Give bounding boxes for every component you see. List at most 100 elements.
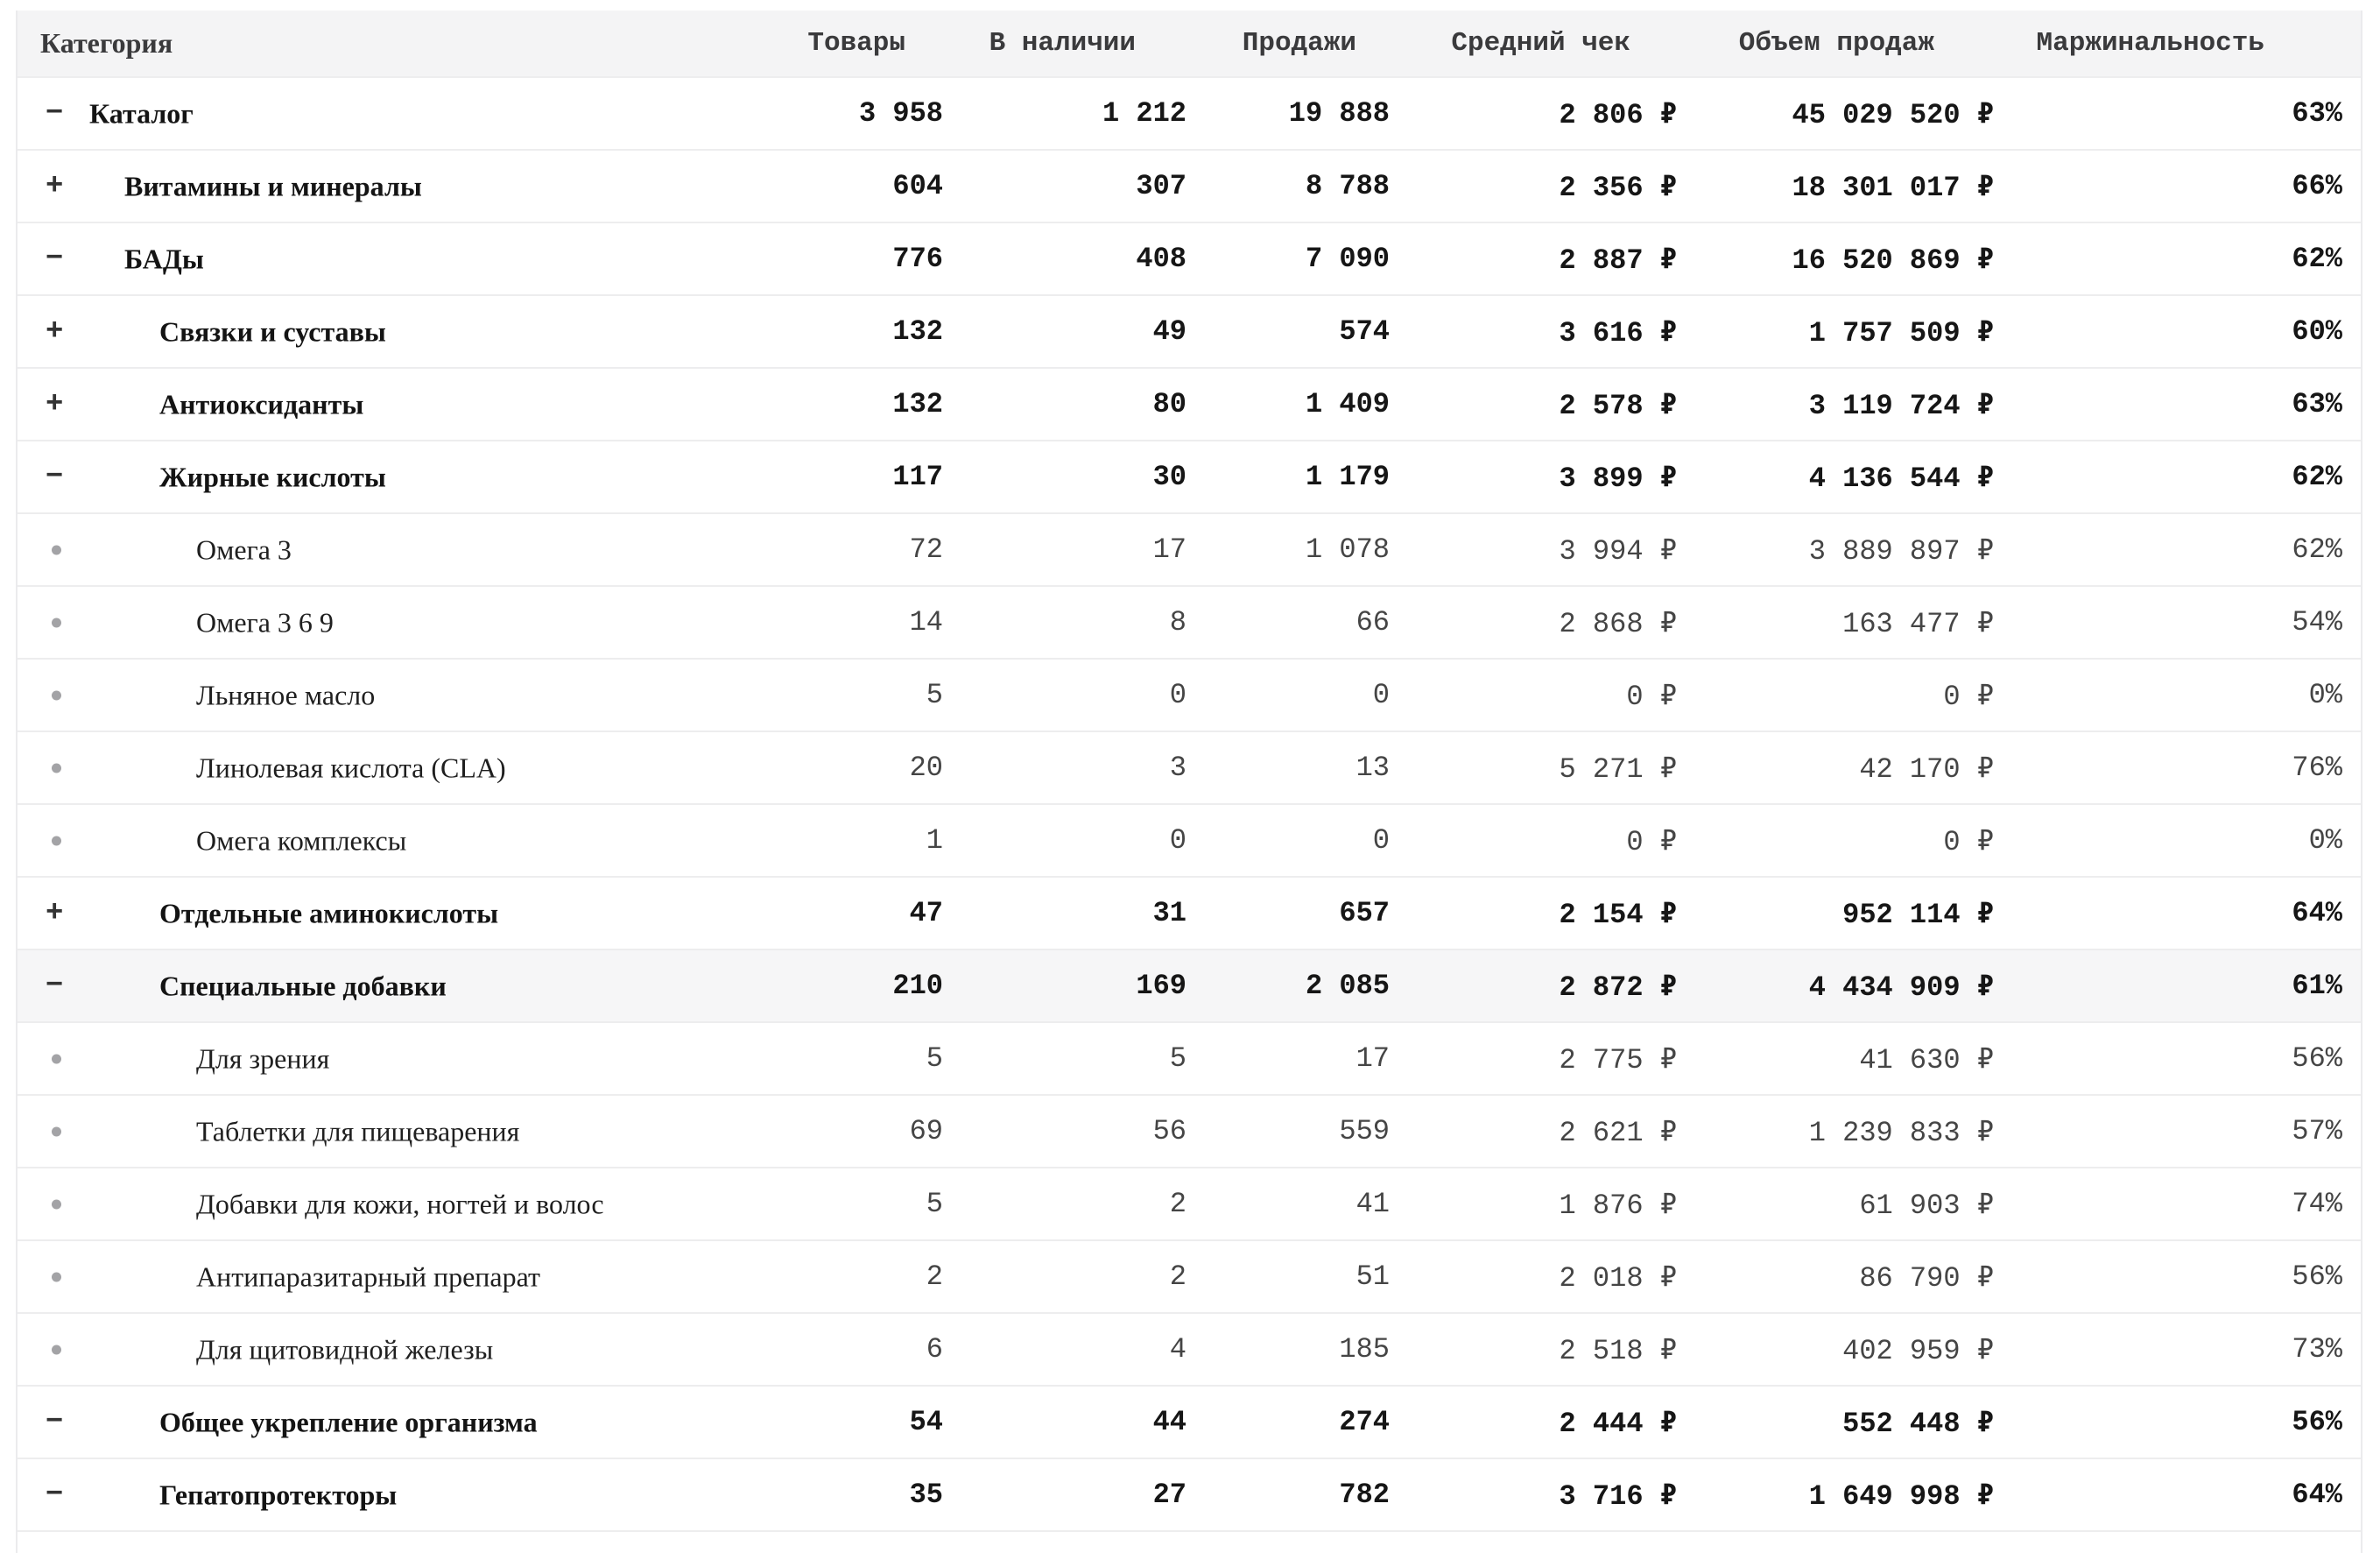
table-row[interactable]: − Гепатопротекторы 35 27 782 3 716 ₽ 1 649 998… (18, 1458, 2361, 1530)
products-count: 117 (892, 461, 943, 493)
sales-count: 1 179 (1305, 461, 1390, 493)
table-row[interactable]: Линолевая кислота (CLA) 20 3 13 5 271 ₽ 42 17… (18, 731, 2361, 803)
margin-percent: 76% (2292, 752, 2342, 784)
collapse-icon[interactable]: − (46, 969, 64, 1003)
margin-percent: 56% (2292, 1406, 2342, 1438)
sales-volume: 45 029 520 ₽ (1792, 98, 1995, 131)
avg-check: 2 872 ₽ (1559, 971, 1677, 1004)
table-row[interactable]: Антипаразитарный препарат 2 2 51 2 018 ₽ 86 7… (18, 1239, 2361, 1312)
in-stock-count: 408 (1136, 243, 1186, 275)
table-row[interactable]: − Специальные добавки 210 169 2 085 2 872 ₽ 4 … (18, 949, 2361, 1021)
category-label: Гепатопротекторы (159, 1479, 398, 1510)
sales-count: 559 (1339, 1115, 1390, 1147)
table-row[interactable]: − Жирные кислоты 117 30 1 179 3 899 ₽ 4 136 54… (18, 440, 2361, 512)
sales-volume: 952 114 ₽ (1842, 898, 1994, 931)
column-header-in-stock[interactable]: В наличии (989, 28, 1136, 59)
category-label: Добавки для кожи, ногтей и волос (196, 1188, 604, 1219)
expand-icon[interactable]: + (46, 314, 64, 349)
category-label: Омега 3 6 9 (196, 606, 334, 638)
sales-volume: 163 477 ₽ (1842, 607, 1994, 640)
products-count: 54 (909, 1406, 943, 1438)
products-count: 604 (892, 170, 943, 202)
collapse-icon[interactable]: − (46, 460, 64, 494)
sales-count: 41 (1355, 1188, 1390, 1220)
column-header-margin[interactable]: Маржинальность (2036, 28, 2264, 59)
margin-percent: 66% (2292, 170, 2342, 202)
margin-percent: 56% (2292, 1260, 2342, 1293)
margin-percent: 0% (2308, 824, 2342, 857)
expand-icon[interactable]: + (46, 387, 64, 421)
avg-check: 3 994 ₽ (1559, 534, 1677, 568)
table-row[interactable]: Для зрения 5 5 17 2 775 ₽ 41 630 ₽ 56% (18, 1021, 2361, 1094)
expand-icon[interactable]: + (46, 169, 64, 203)
sales-count: 8 788 (1305, 170, 1390, 202)
category-label: Связки и суставы (159, 315, 386, 347)
category-cell: Льняное масло (18, 660, 630, 731)
products-count: 20 (909, 752, 943, 784)
table-row[interactable]: Добавки для кожи, ногтей и волос 5 2 41 1 87… (18, 1167, 2361, 1239)
sales-count: 1 078 (1305, 533, 1390, 566)
collapse-icon[interactable]: − (46, 1478, 64, 1512)
table-row[interactable]: + Антиоксиданты 132 80 1 409 2 578 ₽ 3 119 724… (18, 367, 2361, 440)
in-stock-count: 1 212 (1102, 97, 1186, 130)
table-row-partial[interactable] (18, 1530, 2361, 1553)
margin-percent: 62% (2292, 243, 2342, 275)
sales-count: 66 (1355, 606, 1390, 639)
products-count: 5 (926, 1042, 943, 1075)
category-label: Отдельные аминокислоты (159, 897, 499, 928)
table-row[interactable]: Омега комплексы 1 0 0 0 ₽ 0 ₽ 0% (18, 803, 2361, 876)
avg-check: 2 775 ₽ (1559, 1043, 1677, 1077)
in-stock-count: 31 (1152, 897, 1186, 929)
in-stock-count: 3 (1169, 752, 1186, 784)
margin-percent: 62% (2292, 461, 2342, 493)
column-header-sales[interactable]: Продажи (1242, 28, 1356, 59)
data-table: Категория Товары В наличии Продажи Средн… (16, 11, 2362, 1553)
sales-count: 0 (1372, 824, 1390, 857)
in-stock-count: 44 (1152, 1406, 1186, 1438)
collapse-icon[interactable]: − (46, 1405, 64, 1439)
category-label: Таблетки для пищеварения (196, 1115, 520, 1147)
table-row[interactable]: − БАДы 776 408 7 090 2 887 ₽ 16 520 869 ₽ 62% (18, 222, 2361, 294)
table-row[interactable]: Омега 3 6 9 14 8 66 2 868 ₽ 163 477 ₽ 54% (18, 585, 2361, 658)
margin-percent: 60% (2292, 315, 2342, 348)
table-row[interactable]: Омега 3 72 17 1 078 3 994 ₽ 3 889 897 ₽ 62% (18, 512, 2361, 585)
bullet-icon (52, 618, 61, 627)
sales-count: 17 (1355, 1042, 1390, 1075)
column-header-sales-volume[interactable]: Объем продаж (1738, 28, 1934, 59)
margin-percent: 73% (2292, 1333, 2342, 1366)
margin-percent: 74% (2292, 1188, 2342, 1220)
category-label: Омега комплексы (196, 824, 407, 856)
margin-percent: 57% (2292, 1115, 2342, 1147)
table-row[interactable]: Льняное масло 5 0 0 0 ₽ 0 ₽ 0% (18, 658, 2361, 731)
table-row[interactable]: Для щитовидной железы 6 4 185 2 518 ₽ 402 959… (18, 1312, 2361, 1385)
table-row[interactable]: + Витамины и минералы 604 307 8 788 2 356 ₽ 18… (18, 149, 2361, 222)
sales-volume: 1 757 509 ₽ (1808, 316, 1994, 349)
category-cell: + Связки и суставы (18, 296, 630, 367)
products-count: 47 (909, 897, 943, 929)
collapse-icon[interactable]: − (46, 242, 64, 276)
collapse-icon[interactable]: − (46, 96, 64, 131)
column-header-products[interactable]: Товары (807, 28, 905, 59)
table-row[interactable]: − Каталог 3 958 1 212 19 888 2 806 ₽ 45 029 52… (18, 76, 2361, 149)
in-stock-count: 2 (1169, 1260, 1186, 1293)
category-label: Омега 3 (196, 533, 292, 565)
margin-percent: 54% (2292, 606, 2342, 639)
sales-volume: 18 301 017 ₽ (1792, 171, 1995, 204)
category-cell: Линолевая кислота (CLA) (18, 732, 630, 803)
avg-check: 2 154 ₽ (1559, 898, 1677, 931)
in-stock-count: 0 (1169, 679, 1186, 711)
bullet-icon (52, 836, 61, 845)
table-row[interactable]: − Общее укрепление организма 54 44 274 2 444 … (18, 1385, 2361, 1458)
table-row[interactable]: + Связки и суставы 132 49 574 3 616 ₽ 1 757 50… (18, 294, 2361, 367)
in-stock-count: 80 (1152, 388, 1186, 420)
expand-icon[interactable]: + (46, 896, 64, 930)
in-stock-count: 307 (1136, 170, 1186, 202)
avg-check: 2 018 ₽ (1559, 1261, 1677, 1295)
category-cell: Таблетки для пищеварения (18, 1096, 630, 1167)
table-row[interactable]: Таблетки для пищеварения 69 56 559 2 621 ₽ 1 … (18, 1094, 2361, 1167)
column-header-avg-check[interactable]: Средний чек (1451, 28, 1630, 59)
avg-check: 2 518 ₽ (1559, 1334, 1677, 1367)
column-header-category[interactable]: Категория (40, 27, 173, 59)
table-row[interactable]: + Отдельные аминокислоты 47 31 657 2 154 ₽ 952… (18, 876, 2361, 949)
products-count: 35 (909, 1479, 943, 1511)
